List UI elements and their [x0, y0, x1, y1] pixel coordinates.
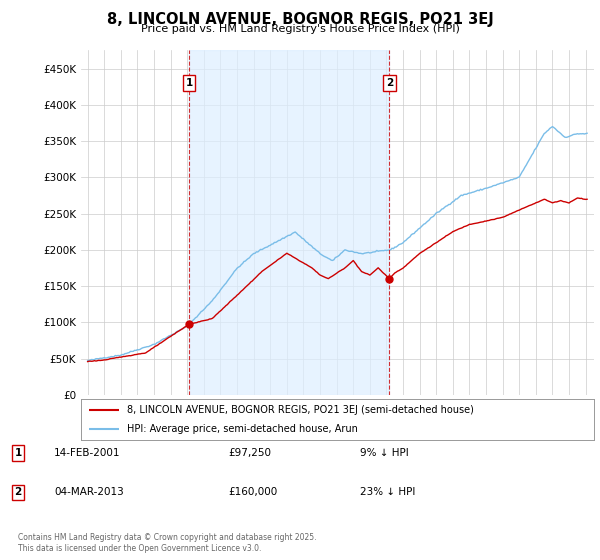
Text: 8, LINCOLN AVENUE, BOGNOR REGIS, PO21 3EJ: 8, LINCOLN AVENUE, BOGNOR REGIS, PO21 3E… [107, 12, 493, 27]
Bar [189, 50, 389, 395]
Text: 9% ↓ HPI: 9% ↓ HPI [360, 448, 409, 458]
Text: 1: 1 [185, 78, 193, 88]
Text: 23% ↓ HPI: 23% ↓ HPI [360, 487, 415, 497]
Text: 2: 2 [14, 487, 22, 497]
Text: £97,250: £97,250 [228, 448, 271, 458]
Text: 04-MAR-2013: 04-MAR-2013 [54, 487, 124, 497]
Text: 1: 1 [14, 448, 22, 458]
Text: HPI: Average price, semi-detached house, Arun: HPI: Average price, semi-detached house,… [127, 424, 358, 435]
Text: 8, LINCOLN AVENUE, BOGNOR REGIS, PO21 3EJ (semi-detached house): 8, LINCOLN AVENUE, BOGNOR REGIS, PO21 3E… [127, 405, 474, 415]
Text: Contains HM Land Registry data © Crown copyright and database right 2025.
This d: Contains HM Land Registry data © Crown c… [18, 533, 317, 553]
Text: Price paid vs. HM Land Registry's House Price Index (HPI): Price paid vs. HM Land Registry's House … [140, 24, 460, 34]
Text: £160,000: £160,000 [228, 487, 277, 497]
Text: 2: 2 [386, 78, 393, 88]
Text: 14-FEB-2001: 14-FEB-2001 [54, 448, 121, 458]
